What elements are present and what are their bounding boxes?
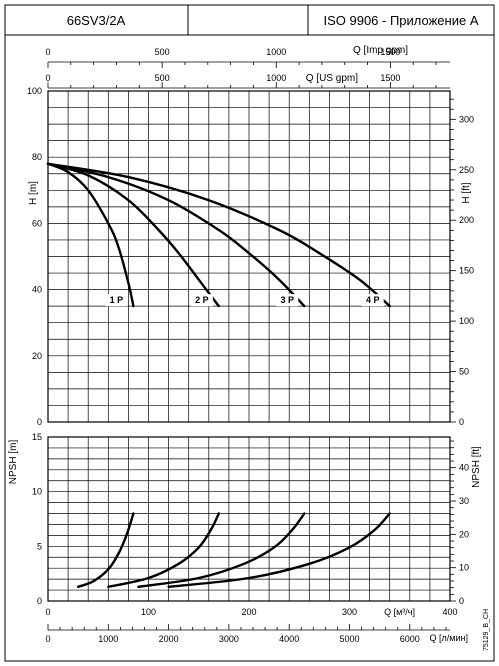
npsh-curve-2: [107, 512, 220, 588]
head-curve-labels: 1 P 2 P 3 P 4 P: [105, 294, 384, 307]
top-axis-us: 0 500 1000 1500: [45, 73, 450, 89]
top-axis-imp-label: Q [Imp gpm]: [353, 45, 408, 56]
head-left-tick-label: 60: [32, 218, 42, 228]
npsh-left-ticks: 0 5 10 15: [32, 432, 42, 606]
npsh-right-tick-label: 30: [459, 496, 469, 506]
npsh-grid: [48, 437, 450, 601]
document-code: 75129_B_CH: [483, 609, 490, 651]
head-right-axis-label: H [ft]: [461, 182, 472, 203]
curve-label-background: [105, 294, 128, 307]
head-right-tick-label: 100: [459, 316, 474, 326]
npsh-curves: [77, 512, 391, 588]
npsh-curve-3: [137, 512, 306, 588]
curve-label-background: [276, 294, 299, 307]
npsh-right-axis-label: NPSH [ft]: [471, 446, 482, 488]
npsh-x-tick-label: 400: [442, 607, 457, 617]
npsh-right-tick-label: 0: [459, 596, 464, 606]
head-right-tick-label: 300: [459, 114, 474, 124]
curve-label-1: 1 P: [110, 295, 124, 305]
npsh-plot-border: [47, 436, 451, 602]
bottom-axis-lpm-label: Q [л/мин]: [430, 633, 468, 643]
bottom-axis-lpm: 0 1000 2000 3000 4000 5000 6000: [45, 624, 450, 644]
head-left-tick-label: 0: [37, 417, 42, 427]
bottom-axis-lpm-tick-label: 2000: [159, 634, 179, 644]
npsh-right-tick-label: 20: [459, 529, 469, 539]
npsh-x-axis-label: Q [м³/ч]: [384, 607, 415, 617]
npsh-left-tick-label: 10: [32, 487, 42, 497]
head-curve-1: [46, 162, 135, 308]
head-left-tick-label: 80: [32, 152, 42, 162]
npsh-left-axis-label: NPSH [m]: [8, 440, 19, 485]
head-plot-border: [47, 90, 451, 423]
top-axis-us-tick-label: 1000: [266, 73, 286, 83]
npsh-left-tick-label: 5: [37, 541, 42, 551]
npsh-x-tick-label: 0: [45, 607, 50, 617]
head-left-axis-label: H [m]: [28, 181, 39, 205]
curve-label-2: 2 P: [195, 295, 209, 305]
top-axis-imp-tick-label: 0: [45, 47, 50, 57]
bottom-axis-lpm-tick-label: 3000: [219, 634, 239, 644]
bottom-axis-lpm-tick-label: 5000: [339, 634, 359, 644]
bottom-axis-lpm-tick-label: 6000: [400, 634, 420, 644]
head-right-tick-label: 0: [459, 417, 464, 427]
header-model: 66SV3/2A: [67, 13, 126, 28]
head-chart: 0 20 40 60 80 100 0 50 100 150 200 250 300 1 P 2 P 3 …: [27, 86, 474, 427]
head-right-tick-label: 50: [459, 367, 469, 377]
head-left-ticks: 0 20 40 60 80 100: [27, 86, 42, 427]
header-standard: ISO 9906 - Приложение А: [323, 13, 478, 28]
bottom-axis-lpm-tick-label: 4000: [279, 634, 299, 644]
top-axis-us-tick-label: 500: [155, 73, 170, 83]
top-axis-us-tick-label: 1500: [380, 73, 400, 83]
top-axis-imp-tick-label: 500: [155, 47, 170, 57]
curve-label-4: 4 P: [366, 295, 380, 305]
head-curve-4: [46, 162, 391, 308]
npsh-left-tick-label: 0: [37, 596, 42, 606]
top-axis-imp: 0 500 1000 1500: [45, 47, 450, 68]
header-frame: [4, 4, 495, 36]
head-curve-3: [46, 162, 306, 308]
head-left-tick-label: 100: [27, 86, 42, 96]
head-right-ticks: 0 50 100 150 200 250 300: [450, 98, 474, 427]
npsh-x-ticks: 0 100 200 300 400: [45, 607, 457, 617]
head-left-tick-label: 40: [32, 285, 42, 295]
npsh-right-tick-label: 40: [459, 463, 469, 473]
head-right-tick-label: 200: [459, 215, 474, 225]
curve-label-3: 3 P: [281, 295, 295, 305]
head-curve-2: [46, 162, 220, 308]
chart-frame: [4, 34, 495, 662]
curve-label-background: [361, 294, 384, 307]
npsh-x-tick-label: 200: [241, 607, 256, 617]
top-axis-us-tick-label: 0: [45, 73, 50, 83]
npsh-right-ticks: 0 10 20 30 40: [450, 440, 469, 606]
bottom-axis-lpm-tick-label: 0: [45, 634, 50, 644]
top-axis-imp-tick-label: 1500: [380, 47, 400, 57]
head-curves: [46, 162, 391, 308]
npsh-x-tick-label: 100: [141, 607, 156, 617]
bottom-axis-lpm-tick-label: 1000: [98, 634, 118, 644]
head-grid: [48, 91, 450, 422]
head-right-tick-label: 250: [459, 165, 474, 175]
top-axis-imp-tick-label: 1000: [266, 47, 286, 57]
npsh-curve-1: [77, 512, 135, 588]
head-left-tick-label: 20: [32, 351, 42, 361]
npsh-x-tick-label: 300: [342, 607, 357, 617]
npsh-curve-4: [167, 512, 391, 588]
head-right-tick-label: 150: [459, 266, 474, 276]
top-axis-us-label: Q [US gpm]: [306, 73, 358, 84]
npsh-right-tick-label: 10: [459, 563, 469, 573]
curve-label-background: [190, 294, 213, 307]
npsh-left-tick-label: 15: [32, 432, 42, 442]
